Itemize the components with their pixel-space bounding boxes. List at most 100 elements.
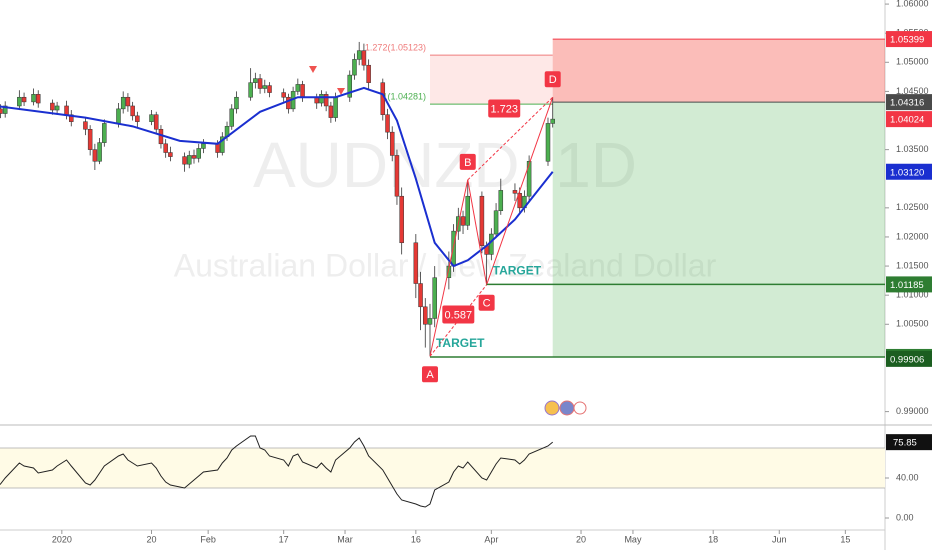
candle-body [149,114,154,122]
point-marker [459,153,476,170]
candle-body [87,128,93,150]
candle-body [479,195,485,246]
price-tag [886,111,932,128]
candle-body [187,155,192,165]
target-label: TARGET [436,336,485,350]
ratio-label: 0.587 [445,309,473,321]
candle-body [253,78,258,83]
price-tag [886,163,932,180]
candle-body [21,96,27,103]
candle-body [286,96,291,110]
candle-body [54,105,60,111]
candle-body [31,94,36,103]
candle-body [182,156,187,165]
candle-body [201,143,206,149]
price-tag-label: 1.04024 [890,115,924,126]
price-tag-label: 1.05399 [890,35,924,46]
price-tag [886,31,932,48]
candle-body [163,143,168,153]
candle-body [465,195,471,226]
candle-body [125,96,131,107]
rsi-tag-label: 75.85 [893,438,917,449]
candle-body [229,108,235,127]
candle-body [319,94,324,104]
candle-body [102,123,107,143]
price-tag-label: 1.04316 [890,98,924,109]
x-tick-label: 20 [576,534,586,544]
candle-body [220,136,225,153]
x-tick-label: Apr [484,534,498,544]
candle-body [394,155,400,197]
candle-body [389,131,395,156]
candle-body [17,96,22,107]
candle-body [168,152,173,157]
candle-body [35,94,41,104]
candle-body [399,195,404,244]
pattern-line [429,179,469,357]
candle-body [234,96,239,110]
flags [309,66,587,416]
candle-body [191,155,197,159]
candle-body [92,149,98,162]
pattern-line [467,179,488,285]
y-tick-label: 1.04500 [896,86,929,96]
candle-body [385,114,390,133]
point-label: D [549,74,557,86]
candle-body [352,59,357,76]
y-tick-label: 1.00500 [896,319,929,329]
candle-body [526,161,532,197]
candle-body [493,210,499,235]
x-tick-label: 16 [411,534,421,544]
candle-body [248,82,253,98]
point-label: B [464,157,471,169]
candle-body [295,84,301,92]
point-marker [421,366,438,383]
x-tick-label: 15 [840,534,850,544]
candle-body [356,50,362,60]
x-tick-label: 20 [147,534,157,544]
point-marker [544,71,561,88]
candle-body [83,121,88,130]
watermark: AUDNZD, 1D [253,129,637,201]
fib-zone [429,55,553,105]
candle-body [116,108,121,124]
y-tick-label: 1.02500 [896,202,929,212]
price-tag [886,350,932,367]
price-tag-label: 0.99906 [890,354,924,365]
y-tick-label: 1.02000 [896,231,929,241]
x-tick-label: 18 [708,534,718,544]
candle-body [97,142,102,162]
candle-body [366,64,371,83]
x-tick-label: May [624,534,642,544]
candle-body [257,78,263,89]
candle-body [135,115,140,122]
rsi-tick-label: 0.00 [896,512,914,522]
candle-body [489,233,494,255]
rsi-line [0,435,554,508]
y-tick-label: 1.01500 [896,260,929,270]
y-tick-label: 0.99000 [896,406,929,416]
candle-body [328,105,334,118]
candle-body [0,108,3,114]
candle-body [418,283,423,308]
stop-zone [552,39,885,103]
ratio-label: 1.723 [490,103,518,115]
point-label: A [426,369,434,381]
candle-body [300,84,305,98]
candle-body [215,143,220,153]
watermark-subtitle: Australian Dollar / New Zealand Dollar [174,247,717,283]
candle-body [281,92,286,98]
price-tag-label: 1.01185 [890,280,924,291]
rsi-tick-label: 40.00 [896,472,919,482]
candle-body [2,105,8,114]
pattern-line [486,97,554,285]
target-zone [552,102,885,357]
y-tick-label: 1.06000 [896,0,929,8]
x-tick-label: Feb [200,534,216,544]
candle-body [517,193,522,209]
price-tag [886,94,932,111]
candle-body [427,318,433,325]
candle-body [512,190,518,194]
x-tick-label: 2020 [52,534,72,544]
